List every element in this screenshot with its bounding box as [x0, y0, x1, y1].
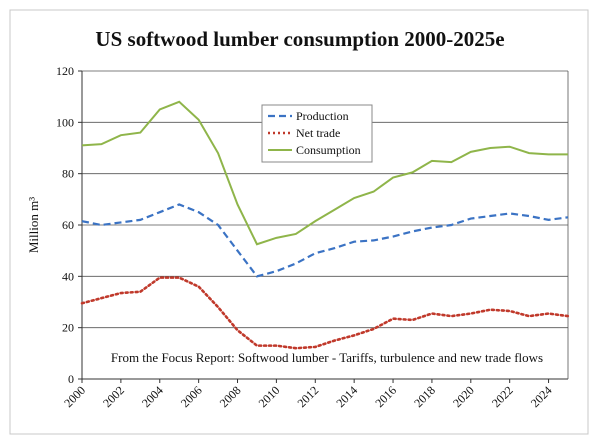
- y-tick-label: 120: [56, 64, 74, 78]
- y-tick-label: 20: [62, 321, 74, 335]
- chart-title: US softwood lumber consumption 2000-2025…: [95, 27, 504, 51]
- legend: Production Net trade Consumption: [261, 104, 373, 163]
- annotation: From the Focus Report: Softwood lumber -…: [111, 350, 543, 365]
- y-tick-label: 100: [56, 115, 74, 129]
- y-axis-label: Million m³: [26, 197, 41, 253]
- series-line: [81, 100, 568, 246]
- y-tick-label: 0: [68, 372, 74, 386]
- legend-label: Consumption: [296, 143, 361, 157]
- legend-box: [261, 104, 373, 163]
- legend-label: Net trade: [296, 126, 340, 140]
- y-tick-label: 80: [62, 167, 74, 181]
- y-tick-label: 40: [62, 269, 74, 283]
- chart-frame: [9, 9, 589, 435]
- series-line: [80, 276, 570, 350]
- series-line: [81, 203, 569, 278]
- y-tick-label: 60: [62, 218, 74, 232]
- legend-label: Production: [296, 109, 349, 123]
